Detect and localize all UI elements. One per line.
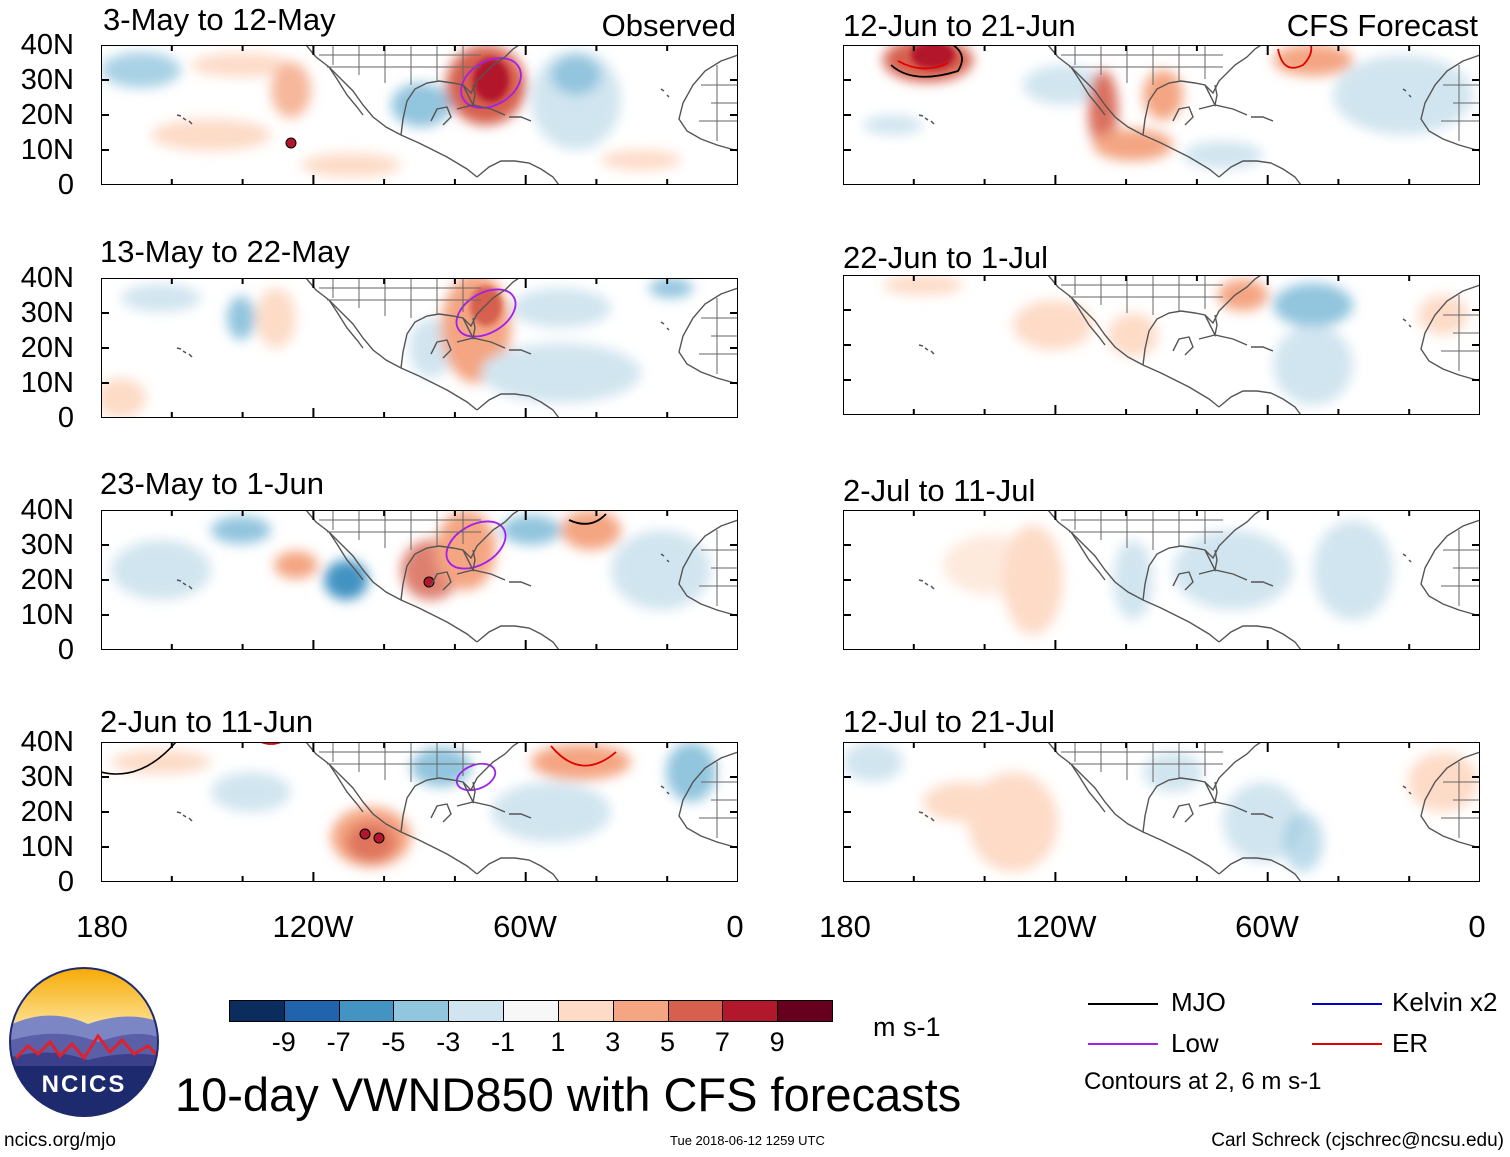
colorbar-tick-label: -7 [326, 1027, 351, 1057]
lon-label: 180 [819, 909, 871, 944]
lon-label: 0 [1468, 909, 1486, 944]
legend-er-label: ER [1392, 1028, 1429, 1058]
map-panel [843, 275, 1480, 415]
panel-title: 23-May to 1-Jun [100, 466, 324, 501]
lat-label: 10N [20, 831, 74, 863]
colorbar-swatch [448, 1000, 505, 1022]
colorbar-units: m s-1 [873, 1012, 941, 1042]
lat-label: 0 [57, 169, 74, 201]
lat-label: 20N [20, 99, 74, 131]
legend-mjo-label: MJO [1171, 987, 1226, 1017]
colorbar-tick-label: -1 [491, 1027, 516, 1057]
footer-timestamp: Tue 2018-06-12 1259 UTC [670, 1133, 825, 1148]
lat-label: 40N [20, 262, 74, 294]
colorbar-swatch [283, 1000, 340, 1022]
panel-tag-observed: Observed [601, 8, 736, 43]
lon-label: 60W [1235, 909, 1299, 944]
lat-label: 10N [20, 599, 74, 631]
legend-er-line [1312, 1043, 1382, 1045]
panel-title: 22-Jun to 1-Jul [843, 240, 1049, 275]
legend-mjo-line [1088, 1003, 1158, 1005]
lat-label: 20N [20, 332, 74, 364]
lat-label: 30N [20, 761, 74, 793]
legend-contours-note: Contours at 2, 6 m s-1 [1084, 1068, 1322, 1095]
ncics-logo: NCICS [9, 967, 159, 1117]
colorbar-swatch [667, 1000, 724, 1022]
map-panel [843, 742, 1480, 882]
lat-label: 0 [57, 866, 74, 898]
lat-label: 30N [20, 64, 74, 96]
map-panel [843, 510, 1480, 650]
map-panel [101, 510, 738, 650]
panel-title: 12-Jul to 21-Jul [843, 704, 1055, 739]
colorbar-tick-label: 1 [550, 1027, 566, 1057]
colorbar-swatch [393, 1000, 450, 1022]
panel-title: 12-Jun to 21-Jun [843, 8, 1076, 43]
lat-label: 20N [20, 564, 74, 596]
lat-label: 40N [20, 494, 74, 526]
footer-url: ncics.org/mjo [4, 1130, 116, 1151]
colorbar-tick-label: -9 [271, 1027, 296, 1057]
map-panel [101, 278, 738, 418]
colorbar-tick-label: -3 [436, 1027, 461, 1057]
lon-label: 120W [272, 909, 354, 944]
logo-text: NCICS [42, 1071, 127, 1098]
map-panel [101, 45, 738, 185]
lat-label: 40N [20, 726, 74, 758]
colorbar-tick-label: 9 [769, 1027, 785, 1057]
colorbar-tick-label: -5 [381, 1027, 406, 1057]
map-panel [843, 45, 1480, 185]
colorbar [229, 1000, 833, 1024]
colorbar-swatch [557, 1000, 614, 1022]
colorbar-tick-label: 7 [714, 1027, 730, 1057]
legend-low-label: Low [1171, 1028, 1219, 1058]
colorbar-swatch [722, 1000, 779, 1022]
panel-title: 2-Jun to 11-Jun [100, 704, 314, 739]
colorbar-tick-label: 3 [605, 1027, 621, 1057]
lat-label: 20N [20, 796, 74, 828]
lon-label: 0 [726, 909, 744, 944]
lat-label: 0 [57, 634, 74, 666]
lon-label: 60W [493, 909, 557, 944]
panel-tag-forecast: CFS Forecast [1286, 8, 1478, 43]
lon-label: 180 [76, 909, 128, 944]
lat-label: 10N [20, 367, 74, 399]
colorbar-swatch [338, 1000, 395, 1022]
panel-title: 2-Jul to 11-Jul [843, 473, 1036, 508]
lat-label: 10N [20, 134, 74, 166]
footer-author: Carl Schreck (cjschrec@ncsu.edu) [1211, 1130, 1504, 1151]
lat-label: 40N [20, 29, 74, 61]
panel-title: 3-May to 12-May [103, 2, 336, 37]
legend-kelvin-label: Kelvin x2 [1392, 987, 1498, 1017]
colorbar-swatch [229, 1000, 285, 1022]
legend-low-line [1088, 1043, 1158, 1045]
colorbar-swatch [612, 1000, 669, 1022]
lon-label: 120W [1015, 909, 1097, 944]
panel-title: 13-May to 22-May [100, 234, 350, 269]
colorbar-tick-label: 5 [660, 1027, 676, 1057]
legend-kelvin-line [1312, 1003, 1382, 1005]
colorbar-swatch [503, 1000, 559, 1022]
map-panel [101, 742, 738, 882]
main-title: 10-day VWND850 with CFS forecasts [175, 1068, 962, 1121]
lat-label: 30N [20, 297, 74, 329]
lat-label: 0 [57, 402, 74, 434]
colorbar-swatch [777, 1000, 833, 1022]
lat-label: 30N [20, 529, 74, 561]
